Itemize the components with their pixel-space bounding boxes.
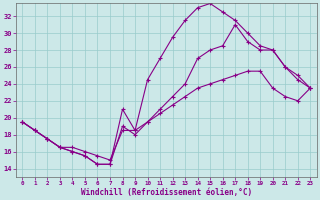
X-axis label: Windchill (Refroidissement éolien,°C): Windchill (Refroidissement éolien,°C) — [81, 188, 252, 197]
